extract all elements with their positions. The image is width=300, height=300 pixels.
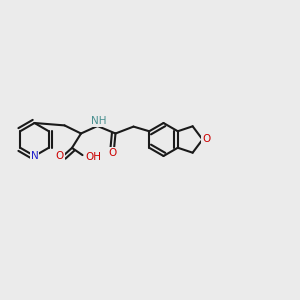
Text: NH: NH [91,116,107,126]
Text: O: O [56,151,64,161]
Text: N: N [31,151,38,161]
Text: O: O [108,148,117,158]
Text: O: O [202,134,210,145]
Text: OH: OH [85,152,101,162]
